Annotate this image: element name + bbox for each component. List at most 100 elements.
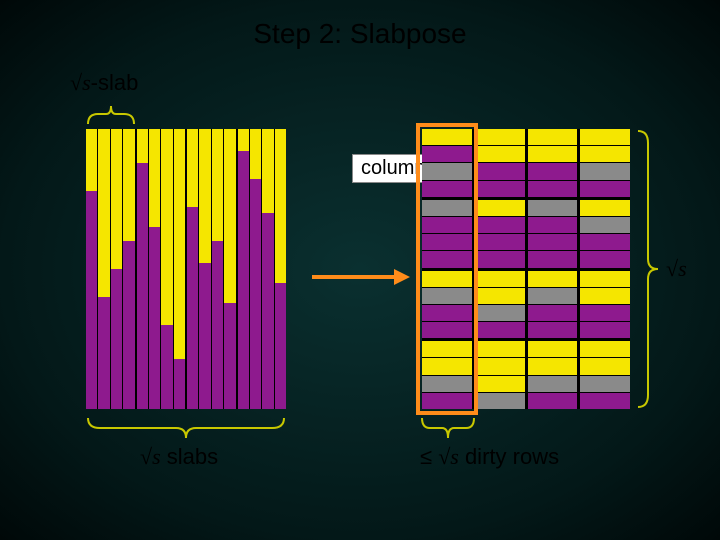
cell <box>475 146 525 162</box>
cell <box>528 217 578 233</box>
cell <box>528 146 578 162</box>
cell <box>580 217 630 233</box>
cell <box>580 305 630 321</box>
brace-bottom-mid <box>420 414 476 442</box>
cell <box>580 129 630 145</box>
cell-row <box>422 305 630 321</box>
cell <box>422 129 472 145</box>
row-group <box>422 200 630 268</box>
cell <box>422 234 472 250</box>
cell <box>475 288 525 304</box>
cell <box>422 358 472 374</box>
cell <box>580 146 630 162</box>
cell <box>580 358 630 374</box>
slab-group <box>137 129 186 409</box>
row-group <box>422 271 630 339</box>
slab-column <box>161 129 173 409</box>
slab-column <box>123 129 134 409</box>
slab-column <box>98 129 110 409</box>
cell-row <box>422 146 630 162</box>
cell <box>475 322 525 338</box>
cell <box>475 271 525 287</box>
cell <box>528 358 578 374</box>
cell-row <box>422 251 630 267</box>
cell <box>528 376 578 392</box>
cell <box>422 305 472 321</box>
row-group <box>422 129 630 197</box>
cell <box>528 181 578 197</box>
slab-group <box>86 129 135 409</box>
cell <box>580 200 630 216</box>
brace-top-left <box>86 100 136 126</box>
cell-row <box>422 322 630 338</box>
slab-column <box>174 129 185 409</box>
sqrt-s-slab-label: √s-slab <box>70 70 138 96</box>
cell <box>422 217 472 233</box>
cell <box>528 129 578 145</box>
cell <box>422 288 472 304</box>
cell <box>528 163 578 179</box>
slab-column <box>224 129 235 409</box>
brace-right <box>634 129 662 409</box>
cell <box>580 341 630 357</box>
cell <box>422 251 472 267</box>
cell <box>528 251 578 267</box>
slide-title: Step 2: Slabpose <box>0 18 720 50</box>
cell-row <box>422 200 630 216</box>
cell-row <box>422 341 630 357</box>
slab-column <box>212 129 224 409</box>
cell <box>528 200 578 216</box>
cell <box>422 376 472 392</box>
slab-column <box>86 129 98 409</box>
brace-bottom-left <box>86 414 286 442</box>
cell-row <box>422 129 630 145</box>
slab-group <box>238 129 287 409</box>
slab-column <box>275 129 286 409</box>
cell-row <box>422 163 630 179</box>
slab-column <box>137 129 149 409</box>
cell <box>475 129 525 145</box>
cell <box>580 322 630 338</box>
cell <box>475 163 525 179</box>
cell <box>475 234 525 250</box>
cell <box>475 305 525 321</box>
slab-column <box>111 129 123 409</box>
cell-row <box>422 234 630 250</box>
cell <box>475 200 525 216</box>
cell <box>475 217 525 233</box>
cell-row <box>422 288 630 304</box>
cell <box>422 200 472 216</box>
row-group <box>422 341 630 409</box>
cell <box>422 341 472 357</box>
cell-row <box>422 271 630 287</box>
cell <box>580 376 630 392</box>
cell <box>475 358 525 374</box>
right-diagram <box>422 129 630 409</box>
sqrt-s-right-label: √s <box>666 256 687 282</box>
cell <box>580 393 630 409</box>
cell <box>528 271 578 287</box>
slab-column <box>250 129 262 409</box>
cell-row <box>422 358 630 374</box>
cell <box>528 322 578 338</box>
cell <box>422 146 472 162</box>
cell <box>422 181 472 197</box>
cell <box>475 393 525 409</box>
cell <box>528 341 578 357</box>
slab-column <box>262 129 274 409</box>
cell <box>528 305 578 321</box>
cell <box>422 393 472 409</box>
cell <box>422 271 472 287</box>
cell <box>580 181 630 197</box>
cell-row <box>422 217 630 233</box>
left-diagram <box>86 129 286 409</box>
slab-group <box>187 129 236 409</box>
cell-row <box>422 376 630 392</box>
arrow-right <box>310 265 410 289</box>
cell-row <box>422 393 630 409</box>
cell <box>475 251 525 267</box>
cell <box>475 181 525 197</box>
slab-column <box>238 129 250 409</box>
sqrt-s-slabs-label: √s slabs <box>140 444 218 470</box>
cell <box>528 393 578 409</box>
